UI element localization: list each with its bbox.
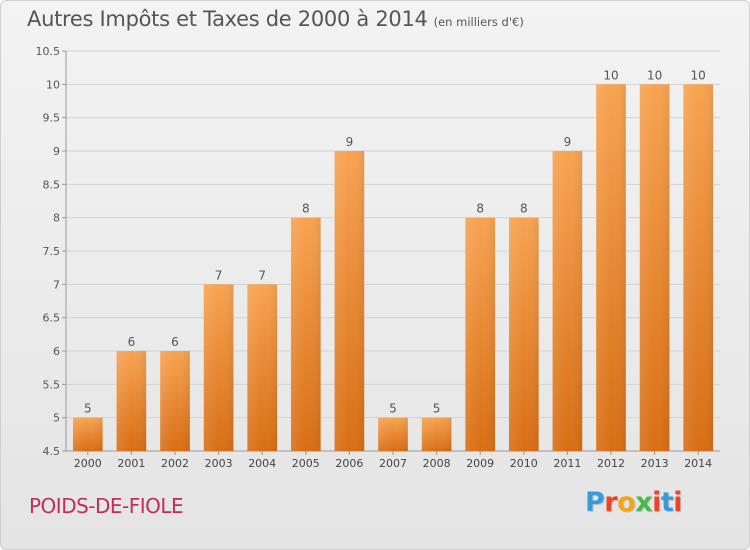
bar-value-label: 8: [476, 202, 484, 216]
proxiti-logo-letter: i: [673, 487, 683, 518]
proxiti-logo-letter: t: [660, 487, 674, 518]
bar-shine: [247, 284, 278, 451]
x-tick-label: 2000: [74, 457, 102, 470]
bar-value-label: 7: [215, 268, 223, 282]
bar-shine: [334, 151, 365, 451]
proxiti-logo: Proxiti: [585, 487, 683, 518]
x-tick-label: 2006: [335, 457, 363, 470]
bar-value-label: 5: [389, 402, 397, 416]
commune-name: POIDS-DE-FIOLE: [29, 494, 184, 518]
x-tick-label: 2010: [510, 457, 538, 470]
chart-title-main: Autres Impôts et Taxes de 2000 à 2014: [27, 7, 428, 31]
y-tick-label: 6.5: [43, 312, 61, 325]
bar-shine: [72, 417, 103, 451]
bar-shine: [203, 284, 234, 451]
bar-value-label: 6: [128, 335, 136, 349]
y-tick-label: 9.5: [43, 112, 61, 125]
bar-value-label: 6: [171, 335, 179, 349]
x-tick-label: 2002: [161, 457, 189, 470]
y-tick-label: 9: [53, 145, 60, 158]
bar-value-label: 9: [564, 135, 572, 149]
x-tick-label: 2004: [248, 457, 276, 470]
proxiti-logo-letter: x: [635, 487, 653, 518]
y-tick-label: 5.5: [43, 378, 61, 391]
y-tick-label: 6: [53, 345, 60, 358]
x-tick-label: 2014: [684, 457, 712, 470]
bar-value-label: 10: [647, 68, 662, 82]
y-tick-label: 7: [53, 278, 60, 291]
bar-shine: [508, 217, 539, 451]
bar-value-label: 5: [433, 402, 441, 416]
x-tick-label: 2007: [379, 457, 407, 470]
y-tick-label: 10: [46, 78, 60, 91]
y-tick-label: 10.5: [36, 45, 61, 58]
proxiti-logo-letter: i: [652, 487, 661, 518]
bar-shine: [378, 417, 408, 451]
x-tick-label: 2009: [466, 457, 494, 470]
y-tick-label: 5: [53, 412, 60, 425]
y-tick-label: 7.5: [43, 245, 61, 258]
y-tick-label: 8: [53, 212, 60, 225]
proxiti-logo-letter: o: [617, 487, 636, 518]
bar-value-label: 10: [691, 68, 706, 82]
bar-value-label: 9: [346, 135, 354, 149]
bar-shine: [552, 151, 583, 451]
x-tick-label: 2012: [597, 457, 625, 470]
x-tick-label: 2003: [205, 457, 233, 470]
y-tick-label: 8.5: [43, 178, 61, 191]
bar-shine: [421, 417, 452, 451]
bar-shine: [639, 84, 670, 451]
bar-shine: [465, 217, 496, 451]
x-tick-label: 2001: [117, 457, 145, 470]
bar-shine: [116, 351, 147, 451]
chart-title: Autres Impôts et Taxes de 2000 à 2014 (en…: [27, 7, 524, 31]
bar-shine: [290, 217, 321, 451]
x-tick-label: 2011: [553, 457, 581, 470]
x-tick-label: 2008: [423, 457, 451, 470]
bar-value-label: 7: [258, 268, 266, 282]
x-tick-label: 2013: [641, 457, 669, 470]
proxiti-logo-letter: r: [604, 487, 618, 518]
x-tick-label: 2005: [292, 457, 320, 470]
bar-shine: [596, 84, 626, 451]
bar-value-label: 8: [302, 202, 310, 216]
bar-shine: [683, 84, 714, 451]
bar-value-label: 10: [603, 68, 618, 82]
bar-value-label: 8: [520, 202, 528, 216]
bar-shine: [160, 351, 190, 451]
bar-value-label: 5: [84, 402, 92, 416]
y-tick-label: 4.5: [43, 445, 61, 458]
proxiti-logo-letter: P: [585, 487, 605, 518]
chart-title-unit: (en milliers d'€): [433, 15, 524, 29]
